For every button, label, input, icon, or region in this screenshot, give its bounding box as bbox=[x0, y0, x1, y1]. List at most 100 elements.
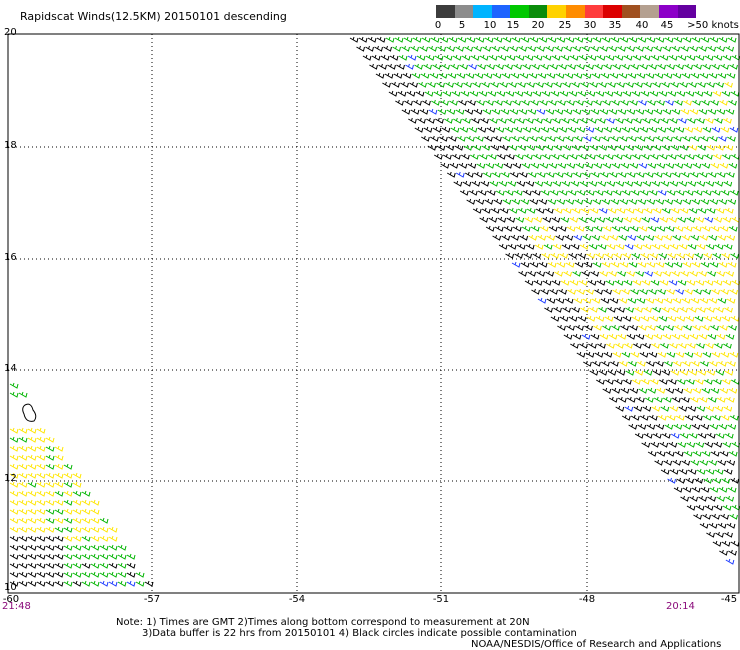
wind-barb bbox=[671, 108, 681, 115]
wind-barb bbox=[126, 562, 136, 569]
wind-barb bbox=[571, 144, 581, 151]
wind-barb bbox=[583, 135, 592, 142]
wind-barb bbox=[473, 108, 483, 115]
wind-barb bbox=[724, 531, 733, 538]
legend-swatch bbox=[510, 5, 529, 18]
wind-barb bbox=[569, 279, 579, 286]
wind-barb bbox=[709, 486, 719, 493]
wind-barb bbox=[126, 571, 136, 578]
wind-barb bbox=[54, 526, 64, 533]
wind-barb bbox=[566, 225, 576, 232]
wind-barb bbox=[715, 432, 725, 439]
wind-barb bbox=[491, 45, 500, 52]
wind-barb bbox=[505, 252, 515, 259]
wind-barb bbox=[675, 63, 684, 70]
wind-barb bbox=[591, 297, 601, 304]
wind-barb bbox=[608, 270, 617, 277]
wind-barb bbox=[590, 108, 600, 115]
wind-barb bbox=[36, 535, 46, 542]
wind-barb bbox=[518, 45, 527, 52]
wind-barb bbox=[582, 72, 592, 79]
wind-barb bbox=[727, 360, 736, 367]
wind-barb bbox=[603, 189, 613, 196]
wind-barb bbox=[638, 162, 648, 169]
wind-barb bbox=[664, 36, 674, 43]
wind-barb bbox=[581, 171, 591, 178]
wind-barb bbox=[620, 99, 629, 106]
wind-barb bbox=[674, 99, 683, 106]
wind-barb bbox=[512, 225, 522, 232]
wind-barb bbox=[436, 81, 445, 88]
wind-barb bbox=[565, 135, 574, 142]
wind-barb bbox=[401, 108, 411, 115]
wind-barb bbox=[54, 445, 64, 452]
wind-barb bbox=[680, 171, 690, 178]
wind-barb bbox=[600, 297, 610, 304]
wind-barb bbox=[596, 216, 606, 223]
wind-barb bbox=[627, 297, 637, 304]
wind-barb bbox=[619, 360, 628, 367]
wind-barb bbox=[571, 306, 580, 313]
wind-barb bbox=[611, 387, 621, 394]
wind-barb bbox=[575, 324, 584, 331]
wind-barb bbox=[620, 225, 630, 232]
wind-barb bbox=[45, 490, 55, 497]
wind-barb bbox=[45, 481, 55, 488]
wind-barb bbox=[532, 90, 542, 97]
wind-barb bbox=[689, 45, 698, 52]
wind-barb bbox=[723, 117, 732, 124]
wind-barb bbox=[671, 333, 681, 340]
wind-barb bbox=[18, 427, 28, 434]
wind-barb bbox=[544, 81, 553, 88]
wind-barb bbox=[668, 216, 678, 223]
wind-barb bbox=[707, 171, 717, 178]
wind-barb bbox=[574, 261, 584, 268]
wind-barb bbox=[604, 315, 614, 322]
wind-barb bbox=[444, 117, 453, 124]
wind-barb bbox=[615, 117, 624, 124]
wind-barb bbox=[729, 513, 738, 520]
wind-barb bbox=[450, 126, 460, 133]
wind-barb bbox=[617, 270, 626, 277]
wind-barb bbox=[482, 45, 491, 52]
wind-barb bbox=[669, 117, 678, 124]
wind-barb bbox=[643, 144, 653, 151]
wind-barb bbox=[36, 499, 46, 506]
wind-barb bbox=[703, 90, 713, 97]
wind-barb bbox=[401, 45, 410, 52]
wind-barb bbox=[592, 261, 602, 268]
wind-barb bbox=[717, 459, 727, 466]
wind-barb bbox=[565, 261, 575, 268]
wind-barb bbox=[535, 81, 544, 88]
wind-barb bbox=[600, 72, 610, 79]
wind-barb bbox=[369, 63, 378, 70]
wind-barb bbox=[527, 108, 537, 115]
wind-barb bbox=[637, 360, 646, 367]
wind-barb bbox=[727, 36, 737, 43]
wind-barb bbox=[729, 189, 739, 196]
wind-barb bbox=[495, 63, 504, 70]
wind-barb bbox=[460, 153, 470, 160]
wind-barb bbox=[694, 153, 704, 160]
wind-barb bbox=[448, 36, 458, 43]
wind-barb bbox=[643, 306, 652, 313]
wind-barb bbox=[427, 81, 436, 88]
wind-barb bbox=[609, 72, 619, 79]
wind-barb bbox=[503, 99, 512, 106]
wind-barb bbox=[725, 45, 734, 52]
wind-barb bbox=[81, 571, 91, 578]
wind-barb bbox=[628, 198, 638, 205]
wind-barb bbox=[612, 189, 622, 196]
wind-barb bbox=[550, 90, 560, 97]
wind-barb bbox=[705, 117, 714, 124]
wind-barb bbox=[606, 243, 616, 250]
wind-barb bbox=[428, 45, 437, 52]
wind-barb bbox=[429, 72, 439, 79]
wind-barb bbox=[18, 445, 28, 452]
wind-barb bbox=[641, 279, 651, 286]
wind-barb bbox=[554, 171, 564, 178]
legend-swatch bbox=[454, 5, 474, 18]
wind-barb bbox=[656, 162, 666, 169]
wind-barb bbox=[670, 369, 680, 376]
wind-barb bbox=[72, 553, 82, 560]
